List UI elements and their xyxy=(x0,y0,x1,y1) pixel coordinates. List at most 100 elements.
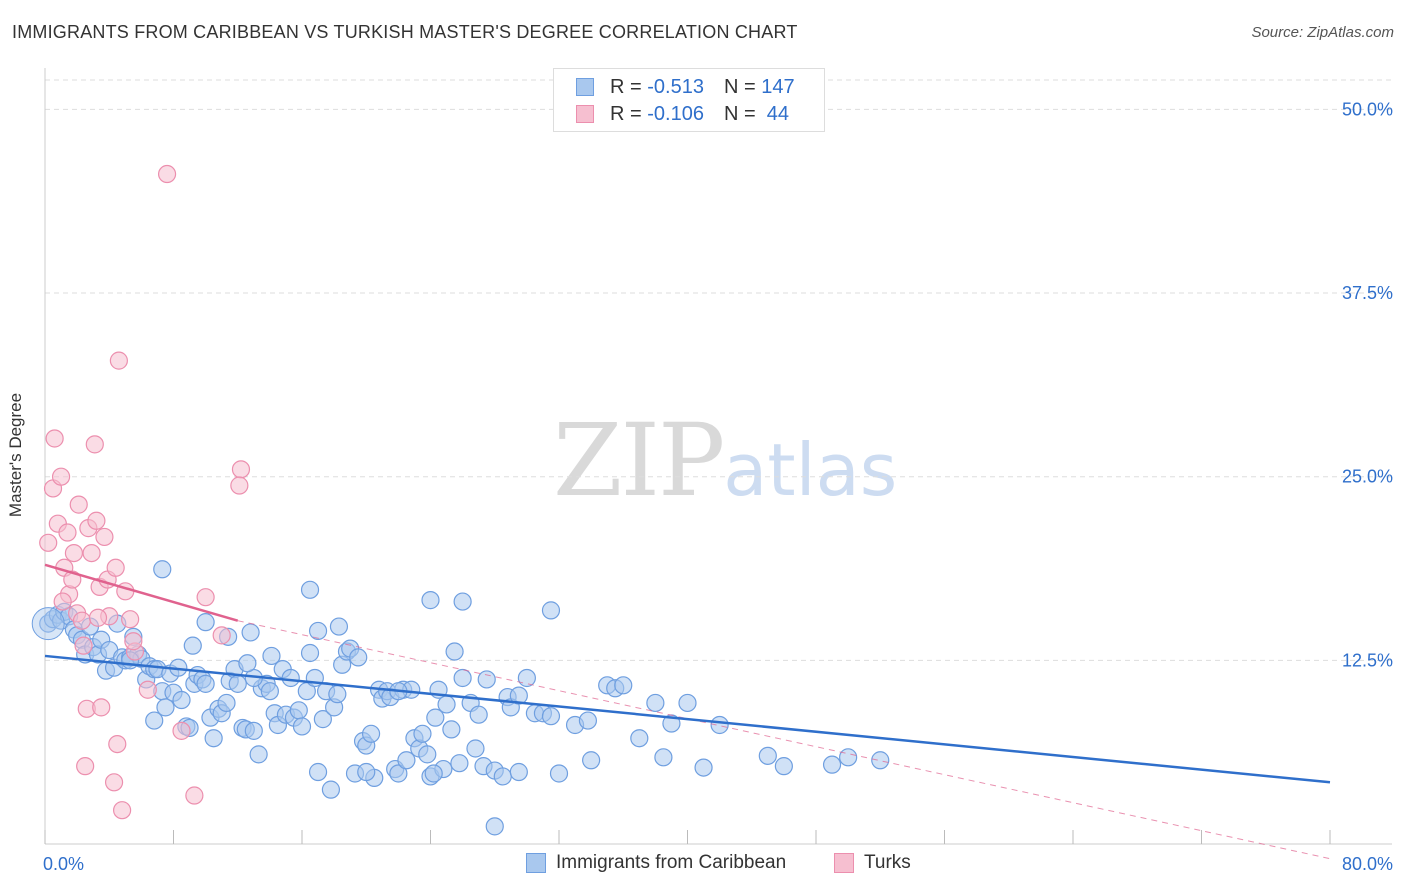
y-tick-label: 50.0% xyxy=(1342,99,1393,119)
data-point-turks xyxy=(121,610,140,629)
watermark: ZIPatlas xyxy=(553,402,897,519)
data-point-turks xyxy=(138,680,157,699)
data-point-turks xyxy=(74,636,93,655)
legend-swatch-turks xyxy=(576,105,594,123)
data-point-caribbean xyxy=(421,591,440,610)
data-point-caribbean xyxy=(300,580,320,599)
data-point-caribbean xyxy=(328,685,347,704)
data-point-turks xyxy=(157,164,177,184)
x-tick-label-max: 80.0% xyxy=(1342,854,1393,874)
legend-row-turks: R = -0.106 N = 44 xyxy=(576,101,789,127)
data-point-caribbean xyxy=(204,729,223,748)
data-point-turks xyxy=(39,533,58,552)
data-point-caribbean xyxy=(260,682,279,701)
legend-n-label: N = xyxy=(723,75,756,98)
data-point-caribbean xyxy=(361,724,381,743)
data-point-caribbean xyxy=(244,721,263,740)
data-point-caribbean xyxy=(183,636,202,655)
data-point-caribbean xyxy=(313,710,332,729)
chart-source: Source: ZipAtlas.com xyxy=(1251,24,1394,41)
data-point-caribbean xyxy=(477,670,496,689)
data-point-caribbean xyxy=(541,601,561,620)
legend-item-caribbean[interactable]: Immigrants from Caribbean xyxy=(526,852,786,874)
legend-r-label: R = xyxy=(610,102,642,125)
legend-swatch-caribbean xyxy=(576,78,594,96)
trendline-turks xyxy=(44,563,239,622)
data-point-caribbean xyxy=(678,693,697,713)
data-point-turks xyxy=(172,721,191,740)
data-point-caribbean xyxy=(397,751,416,770)
data-point-caribbean xyxy=(549,764,569,783)
legend-r-value: -0.513 xyxy=(647,75,704,98)
data-point-caribbean xyxy=(389,764,408,783)
series-legend: Immigrants from Caribbean Turks xyxy=(0,852,1406,878)
data-point-turks xyxy=(92,698,111,717)
data-point-caribbean xyxy=(450,754,469,773)
data-point-turks xyxy=(104,773,124,792)
trendline-turks-extended xyxy=(237,620,1331,860)
legend-row-caribbean: R = -0.513 N = 147 xyxy=(576,74,795,100)
data-point-turks xyxy=(63,570,82,589)
data-point-caribbean xyxy=(241,623,260,642)
data-point-caribbean xyxy=(453,668,472,688)
data-point-turks xyxy=(76,757,95,776)
y-tick-label: 12.5% xyxy=(1342,650,1393,670)
legend-swatch-turks xyxy=(834,853,854,873)
data-point-turks xyxy=(82,543,101,563)
data-point-caribbean xyxy=(822,755,842,774)
data-point-caribbean xyxy=(238,654,257,673)
legend-n-label: N = xyxy=(723,102,756,125)
correlation-legend: R = -0.513 N = 147 R = -0.106 N = 44 xyxy=(553,68,825,132)
y-tick-label: 25.0% xyxy=(1342,467,1393,487)
data-point-caribbean xyxy=(614,676,633,695)
data-point-caribbean xyxy=(329,617,349,636)
series-turks-points xyxy=(39,164,251,820)
data-point-turks xyxy=(106,558,125,577)
data-point-turks xyxy=(69,495,88,514)
data-point-caribbean xyxy=(485,817,504,836)
data-point-caribbean xyxy=(466,739,485,758)
data-point-caribbean xyxy=(445,642,464,661)
data-point-caribbean xyxy=(349,648,368,667)
trend-layer xyxy=(44,563,1331,860)
data-point-caribbean xyxy=(249,745,268,764)
data-point-caribbean xyxy=(413,724,432,743)
data-point-caribbean xyxy=(774,757,793,776)
data-point-caribbean xyxy=(196,613,215,632)
data-point-caribbean-cluster xyxy=(31,607,65,641)
data-point-caribbean xyxy=(228,674,247,693)
data-point-caribbean xyxy=(426,708,445,727)
data-point-turks xyxy=(87,511,106,530)
legend-r-label: R = xyxy=(610,75,642,98)
data-point-turks xyxy=(64,543,84,563)
data-point-turks xyxy=(108,734,127,754)
data-point-caribbean xyxy=(292,717,312,736)
data-point-caribbean xyxy=(469,705,488,724)
data-point-turks xyxy=(109,351,128,370)
data-point-caribbean xyxy=(758,746,777,765)
data-point-caribbean xyxy=(357,762,376,782)
data-point-caribbean xyxy=(321,780,341,799)
data-point-turks xyxy=(85,435,104,454)
data-point-caribbean xyxy=(541,707,561,726)
grid-layer xyxy=(45,79,1392,661)
data-point-caribbean xyxy=(839,748,858,767)
data-point-caribbean xyxy=(646,693,665,713)
y-tick-label: 37.5% xyxy=(1342,283,1393,303)
data-point-caribbean xyxy=(437,695,456,714)
data-point-caribbean xyxy=(145,711,164,730)
data-point-caribbean xyxy=(710,715,729,735)
trendline-caribbean xyxy=(44,654,1331,784)
series-caribbean-points xyxy=(31,560,890,836)
data-point-caribbean xyxy=(871,751,890,770)
legend-n-value: 44 xyxy=(766,102,790,125)
legend-item-turks[interactable]: Turks xyxy=(834,852,911,874)
legend-label-turks: Turks xyxy=(864,852,911,873)
data-point-turks xyxy=(95,527,114,547)
data-point-caribbean xyxy=(493,767,512,786)
data-point-turks xyxy=(51,467,71,486)
data-point-caribbean xyxy=(308,621,328,641)
legend-swatch-caribbean xyxy=(526,853,546,873)
data-point-turks xyxy=(53,592,72,611)
